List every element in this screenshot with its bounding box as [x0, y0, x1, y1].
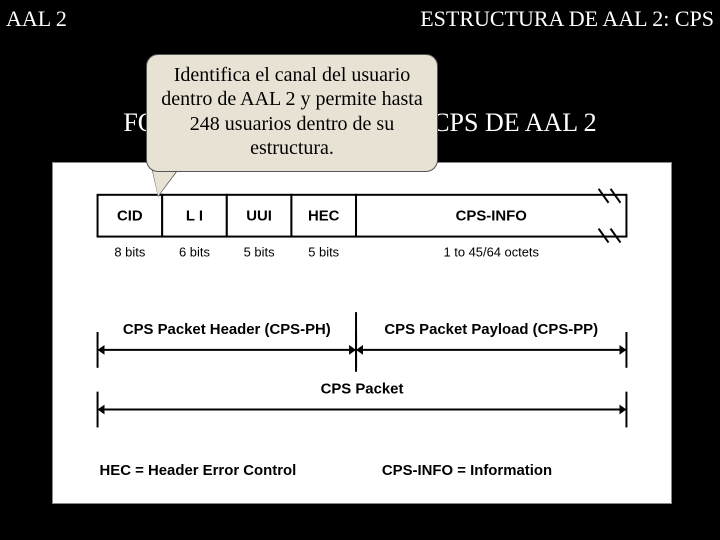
svg-text:UUI: UUI: [246, 209, 272, 225]
callout-bubble: Identifica el canal del usuario dentro d…: [146, 54, 438, 172]
svg-text:5 bits: 5 bits: [308, 244, 339, 259]
header-right: ESTRUCTURA DE AAL 2: CPS: [420, 6, 714, 32]
svg-text:6 bits: 6 bits: [179, 244, 210, 259]
svg-text:L I: L I: [186, 209, 203, 225]
svg-text:1 to 45/64 octets: 1 to 45/64 octets: [444, 244, 539, 259]
svg-text:CPS Packet Payload (CPS-PP): CPS Packet Payload (CPS-PP): [384, 322, 598, 338]
svg-text:HEC: HEC: [308, 209, 340, 225]
cps-packet-diagram: CID 8 bits L I 6 bits UUI 5 bits HEC 5 bits CPS-…: [52, 162, 672, 504]
svg-text:CPS-INFO = Information: CPS-INFO = Information: [382, 463, 552, 479]
svg-text:CID: CID: [117, 209, 143, 225]
svg-text:HEC = Header Error Control: HEC = Header Error Control: [100, 463, 297, 479]
diagram-svg: CID 8 bits L I 6 bits UUI 5 bits HEC 5 bits CPS-…: [53, 163, 671, 503]
svg-text:CPS Packet Header (CPS-PH): CPS Packet Header (CPS-PH): [123, 322, 331, 338]
svg-text:CPS Packet: CPS Packet: [321, 382, 404, 398]
svg-text:5 bits: 5 bits: [244, 244, 275, 259]
svg-text:CPS-INFO: CPS-INFO: [456, 209, 527, 225]
header-left: AAL 2: [6, 6, 67, 32]
svg-text:8 bits: 8 bits: [114, 244, 145, 259]
